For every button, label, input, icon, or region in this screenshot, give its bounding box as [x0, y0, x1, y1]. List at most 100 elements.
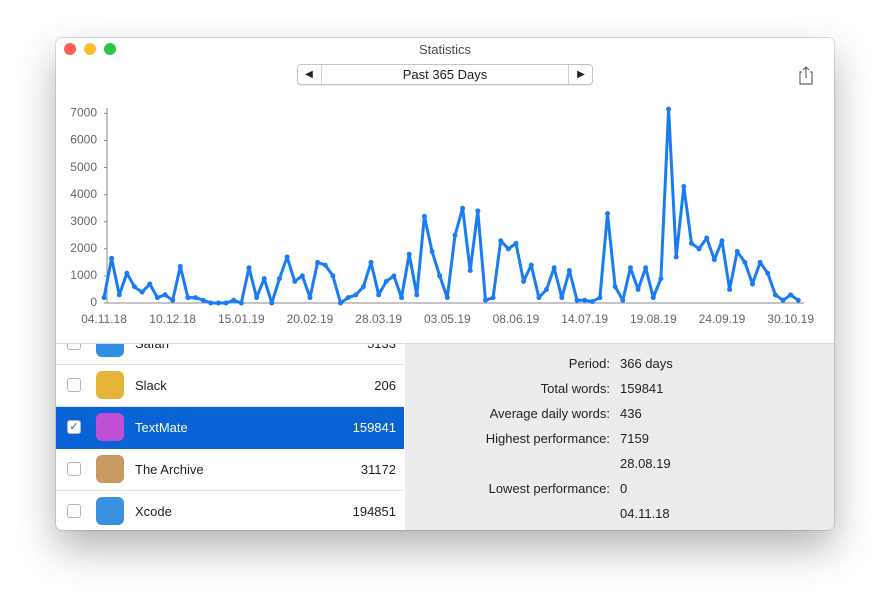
data-point: [345, 295, 351, 301]
chart: 0 1000 2000 3000 4000 5000 6000 7000 04.11.18 10.…: [70, 106, 814, 327]
checkbox[interactable]: [67, 378, 81, 392]
data-point: [452, 232, 458, 238]
stat-value: 366 days: [620, 356, 673, 371]
app-count: 31172: [360, 462, 396, 477]
app-row[interactable]: The Archive 31172: [56, 449, 404, 491]
data-point: [505, 246, 511, 252]
app-list: Safari 5133 Slack 206 ✓ TextMate 159841 The Arc…: [56, 343, 404, 530]
data-point: [215, 300, 221, 306]
data-point: [795, 297, 801, 303]
zoom-button[interactable]: [104, 43, 116, 55]
stat-label: Period:: [568, 356, 610, 371]
data-point: [299, 273, 305, 279]
y-tick-label: 4000: [70, 187, 97, 201]
data-point: [727, 286, 733, 292]
y-tick-label: 0: [90, 295, 97, 309]
data-point: [437, 273, 443, 279]
data-point: [544, 286, 550, 292]
data-point: [559, 295, 565, 301]
data-point: [635, 286, 641, 292]
y-tick-label: 7000: [70, 106, 97, 120]
y-tick-label: 2000: [70, 241, 97, 255]
checkbox[interactable]: ✓: [67, 420, 81, 434]
data-point: [574, 297, 580, 303]
app-name: Xcode: [135, 504, 172, 519]
data-point: [490, 295, 496, 301]
checkbox[interactable]: [67, 462, 81, 476]
data-point: [429, 249, 435, 255]
stat-value: 0: [620, 481, 628, 496]
app-name: The Archive: [135, 462, 204, 477]
window-title: Statistics: [418, 42, 471, 57]
app-name: TextMate: [135, 420, 188, 435]
data-point: [734, 249, 740, 255]
app-count: 206: [374, 378, 396, 393]
close-button[interactable]: [64, 43, 76, 55]
data-point: [643, 265, 649, 271]
data-point: [681, 184, 687, 190]
minimize-button[interactable]: [84, 43, 96, 55]
stat-label: Average daily words:: [489, 406, 610, 421]
app-row[interactable]: ✓ TextMate 159841: [56, 407, 404, 449]
data-point: [536, 295, 542, 301]
app-name: Slack: [135, 378, 167, 393]
data-point: [589, 299, 595, 305]
app-icon: [96, 413, 124, 441]
x-tick-label: 20.02.19: [287, 312, 334, 326]
data-point: [620, 297, 626, 303]
stat-value: 436: [620, 406, 642, 421]
data-point: [460, 205, 466, 211]
data-point: [193, 295, 199, 301]
data-point: [750, 281, 756, 287]
app-row[interactable]: Safari 5133: [56, 344, 404, 365]
range-selector: ◀ Past 365 Days ▶: [297, 64, 593, 85]
data-point: [696, 246, 702, 252]
data-point: [765, 270, 771, 276]
stat-value: 7159: [620, 431, 649, 446]
data-point: [711, 257, 717, 263]
data-point: [139, 289, 145, 295]
y-tick-label: 6000: [70, 133, 97, 147]
x-tick-label: 24.09.19: [699, 312, 746, 326]
data-point: [605, 211, 611, 217]
data-point: [444, 295, 450, 301]
checkbox[interactable]: [67, 344, 81, 350]
x-tick-label: 08.06.19: [493, 312, 540, 326]
data-point: [147, 281, 153, 287]
data-point: [414, 292, 420, 298]
x-tick-label: 28.03.19: [355, 312, 402, 326]
data-point: [627, 265, 633, 271]
stats-panel: Period: 366 days Total words: 159841 Average…: [405, 343, 834, 530]
data-point: [551, 265, 557, 271]
data-point: [124, 270, 130, 276]
data-point: [307, 295, 313, 301]
data-point: [101, 295, 107, 301]
data-point: [780, 297, 786, 303]
data-point: [772, 292, 778, 298]
window: Statistics ◀ Past 365 Days ▶ 0 1000 2000 30…: [56, 38, 834, 530]
app-row[interactable]: Slack 206: [56, 365, 404, 407]
data-point: [338, 300, 344, 306]
data-point: [688, 240, 694, 246]
app-count: 194851: [352, 504, 396, 519]
app-icon: [96, 344, 124, 357]
data-point: [154, 295, 160, 301]
data-point: [528, 262, 534, 268]
next-button[interactable]: ▶: [577, 69, 585, 80]
x-tick-label: 19.08.19: [630, 312, 677, 326]
app-row[interactable]: Xcode 194851: [56, 491, 404, 530]
data-point: [399, 295, 405, 301]
app-icon: [96, 371, 124, 399]
x-tick-label: 04.11.18: [81, 312, 127, 326]
data-point: [109, 255, 115, 261]
checkbox[interactable]: [67, 504, 81, 518]
data-point: [719, 238, 725, 244]
data-point: [231, 297, 237, 303]
data-point: [368, 259, 374, 265]
data-point: [666, 106, 672, 112]
data-point: [391, 273, 397, 279]
data-point: [177, 263, 183, 269]
data-point: [254, 295, 260, 301]
share-button[interactable]: [796, 65, 826, 87]
previous-button[interactable]: ◀: [305, 69, 313, 80]
